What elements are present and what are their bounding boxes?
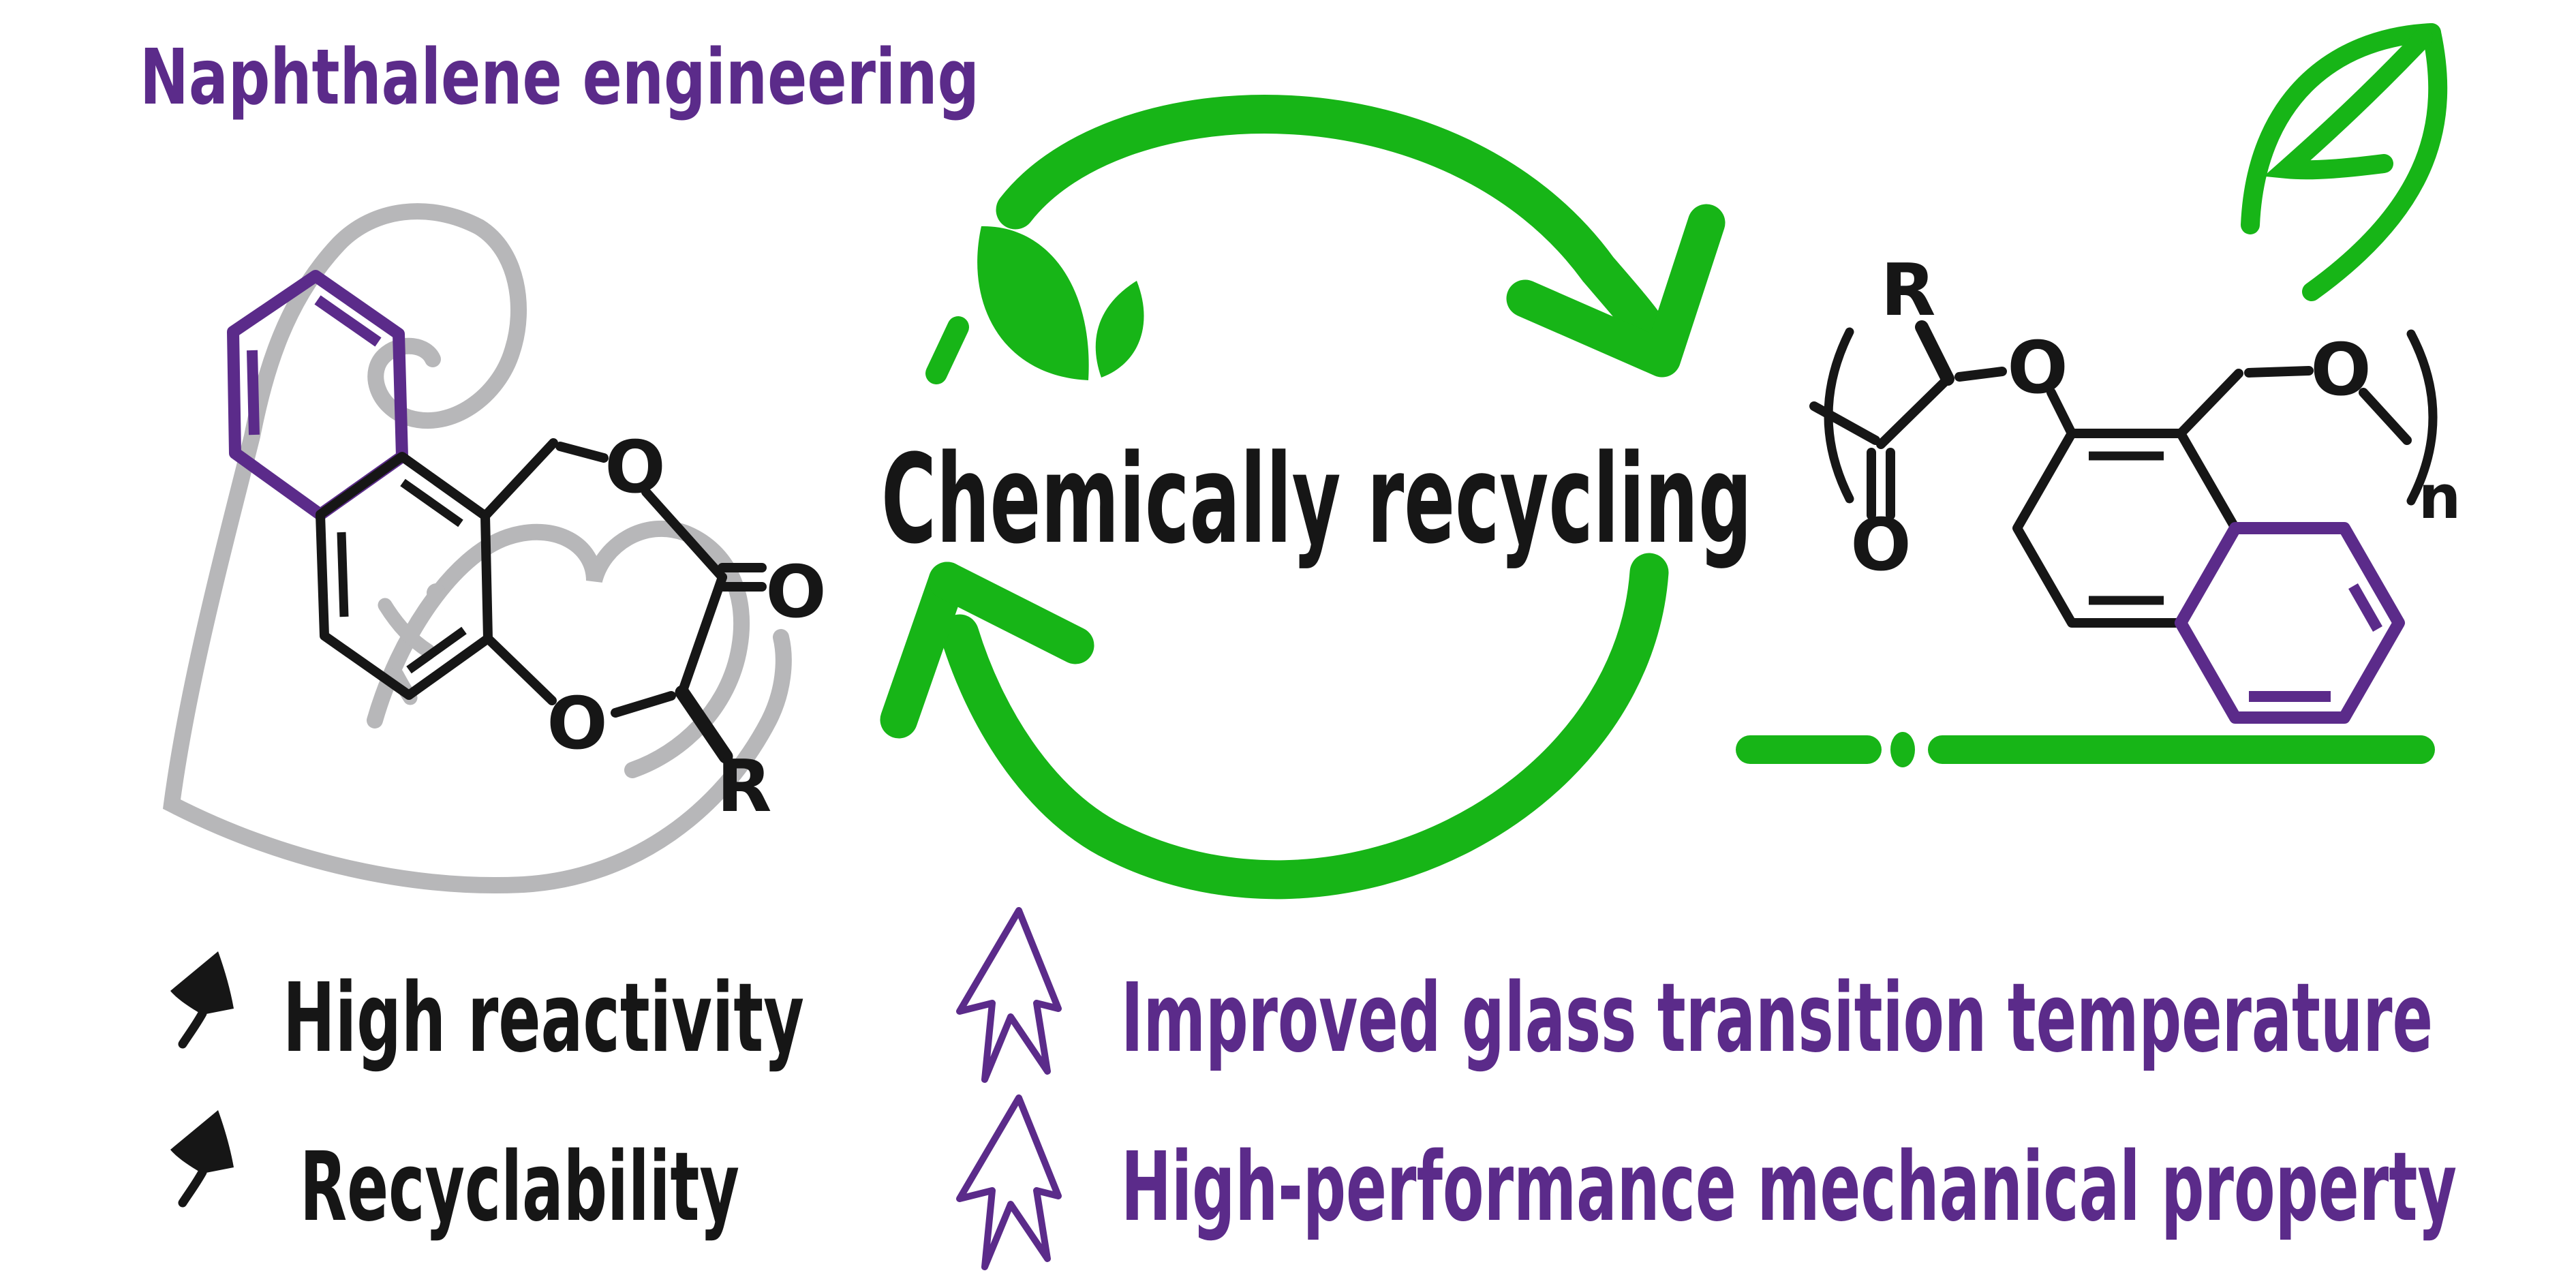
- repeat-subscript: n: [2419, 462, 2462, 532]
- lactone-ring-bonds: [480, 438, 767, 764]
- atom-label-r: R: [717, 745, 772, 828]
- polymer-structure: O R O O n: [1736, 249, 2462, 767]
- sprout-stem: [925, 316, 969, 384]
- fist-curl: [367, 219, 527, 429]
- atom-label-o: O: [1850, 504, 1911, 587]
- leaf-outline-icon: [2241, 23, 2448, 301]
- benefit-row-high-reactivity: High reactivity: [170, 951, 804, 1074]
- benefit-label: Recyclability: [300, 1132, 739, 1243]
- benefit-label: High-performance mechanical property: [1121, 1132, 2457, 1243]
- atom-label-r: R: [1881, 249, 1936, 332]
- page-title: Naphthalene engineering: [140, 33, 979, 122]
- atom-label-o: O: [2310, 328, 2371, 412]
- hollow-up-arrow-icon: [956, 907, 1062, 1083]
- aromatic-dash: [400, 478, 463, 527]
- aromatic-dash: [406, 626, 467, 674]
- leaf-outline-top-edge: [2241, 23, 2441, 234]
- benefit-row-recyclability: Recyclability: [170, 1110, 739, 1243]
- recycle-arrowhead-top: [1506, 204, 1726, 378]
- open-parenthesis: [1824, 327, 1854, 504]
- atom-label-o: O: [2007, 326, 2068, 410]
- arrow-head: [170, 951, 234, 1015]
- naphthalene-highlight-ring: [2175, 522, 2405, 724]
- doodle-squiggle-1: [378, 598, 435, 658]
- aromatic-dash: [314, 295, 382, 347]
- leaf-vein: [2263, 28, 2433, 180]
- recycle-arrow-top-icon: [996, 95, 1664, 345]
- aromatic-dash: [247, 350, 260, 435]
- atom-label-o: O: [547, 682, 607, 765]
- muscle-arm-doodle: [162, 203, 792, 894]
- benefit-row-mechanical-property: High-performance mechanical property: [956, 1094, 2457, 1270]
- arrow-head: [170, 1110, 234, 1174]
- up-trend-arrow-icon: [170, 951, 234, 1049]
- bicep-heart: [367, 520, 750, 778]
- doodle-dot: [427, 583, 446, 602]
- recycle-arrow-bottom-icon: [940, 553, 1669, 900]
- recycle-arrowhead-bottom-wing: [928, 562, 1094, 664]
- benefit-label: Improved glass transition temperature: [1121, 963, 2433, 1074]
- close-parenthesis: [2406, 329, 2438, 506]
- recycle-arrowhead-bottom-tail: [880, 562, 966, 739]
- atom-label-o: O: [765, 551, 826, 634]
- hollow-up-arrow-icon: [956, 1094, 1062, 1270]
- benefit-label: High reactivity: [283, 963, 804, 1074]
- green-dash-line: [1736, 732, 2435, 767]
- sprout-leaf-icon: [925, 226, 1144, 384]
- arrow-tail: [178, 1009, 207, 1049]
- leaf-outline-bottom-edge: [2302, 23, 2448, 301]
- benefit-row-glass-transition: Improved glass transition temperature: [956, 907, 2433, 1083]
- atom-label-o: O: [604, 426, 665, 509]
- aromatic-dash: [2348, 583, 2382, 632]
- backbone-bond: [1809, 401, 1880, 445]
- aromatic-dash: [337, 532, 349, 617]
- arrow-tail: [178, 1167, 207, 1208]
- dash-dot: [1890, 732, 1915, 767]
- monomer-structure: O O O R: [227, 270, 827, 828]
- recycle-cycle: Chemically recycling: [880, 95, 1752, 900]
- sprout-big-leaf: [977, 226, 1089, 380]
- cycle-label: Chemically recycling: [881, 429, 1752, 571]
- sprout-small-leaf: [1095, 281, 1144, 378]
- methylene-bonds: [2176, 366, 2412, 445]
- arm-outline: [162, 203, 792, 894]
- ester-chain-bonds: [1867, 320, 2076, 520]
- up-trend-arrow-icon: [170, 1110, 234, 1208]
